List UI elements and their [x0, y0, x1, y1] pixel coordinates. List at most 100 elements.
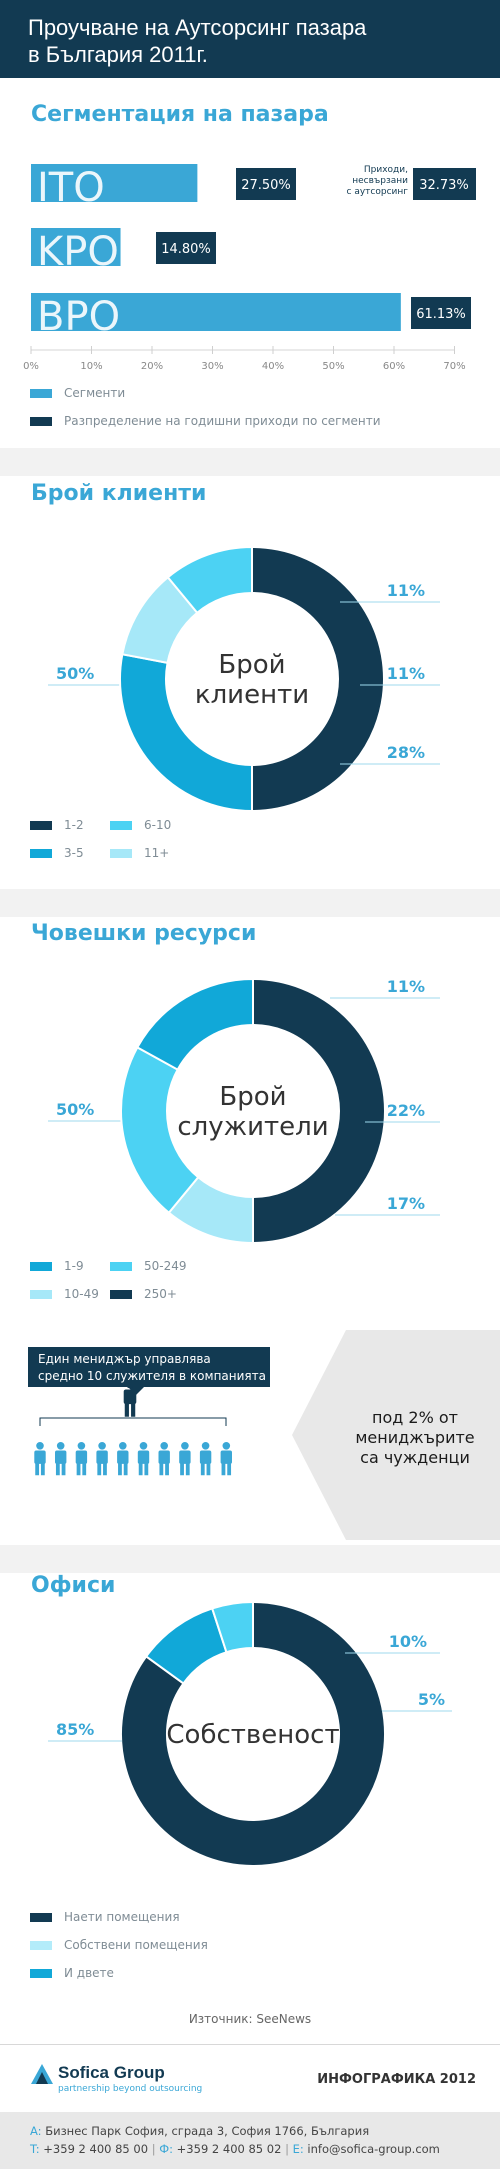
person-leg [76, 1462, 81, 1476]
person-leg [61, 1462, 66, 1476]
donut-slice [120, 1600, 386, 1867]
legend-label: 10-49 [64, 1287, 99, 1301]
legend-label: 11+ [144, 846, 170, 860]
slice-label: 11% [387, 581, 425, 600]
section-separator [0, 889, 500, 917]
donut-slice [251, 545, 385, 813]
header-banner: Проучване на Аутсорсинг пазара в Българи… [0, 0, 500, 78]
bar-kpo [31, 228, 121, 266]
manager-person-icon [123, 1380, 137, 1417]
slice-label: 17% [387, 1194, 425, 1213]
page-title: Проучване на Аутсорсинг пазара в Българи… [28, 14, 366, 68]
hr-title: Човешки ресурси [31, 921, 257, 946]
legend-swatch [30, 849, 52, 858]
person-head [36, 1442, 44, 1450]
legend-swatch [30, 1969, 52, 1978]
slice-label: 11% [387, 664, 425, 683]
offices-title: Офиси [31, 1573, 116, 1598]
foreign-managers-note: под 2% от мениджърите са чужденци [350, 1408, 480, 1468]
person-body [55, 1450, 67, 1464]
title-line-2: в България 2011г. [28, 42, 208, 67]
person-leg [200, 1462, 205, 1476]
segmentation-legend: Сегменти Разпределение на годишни приход… [30, 386, 490, 428]
person-head [119, 1442, 127, 1450]
annotation-value: 32.73% [419, 178, 469, 193]
address-label: A: [30, 2124, 42, 2138]
revenue-marker [236, 168, 296, 200]
legend-label: 3-5 [64, 846, 84, 860]
offices-donut-chart: 85% 10% 5% Собственост [48, 1600, 452, 1867]
logo-tagline: partnership beyond outsourcing [58, 2084, 203, 2094]
fax-text: +359 2 400 85 02 [176, 2142, 282, 2156]
person-head [201, 1442, 210, 1450]
employee-person-icon [117, 1442, 129, 1476]
legend-item: 250+ [110, 1287, 177, 1301]
employee-person-icon [220, 1442, 232, 1476]
donut-slice [166, 545, 253, 615]
source-note: Източник: SeeNews [188, 2012, 312, 2026]
legend-item: 3-5 [30, 846, 84, 860]
data-label: 61.13% [416, 307, 466, 322]
legend-label: Сегменти [64, 386, 126, 400]
fax-label: Ф: [159, 2142, 174, 2156]
legend-item: 11+ [110, 846, 169, 860]
donut-center-label: клиенти [195, 680, 309, 710]
slice-label: 10% [389, 1632, 427, 1651]
person-body [220, 1450, 232, 1464]
employee-person-icon [158, 1442, 170, 1476]
legend-item: Собствени помещения [30, 1938, 208, 1952]
category-label: ITO [37, 165, 105, 211]
slice-label: 11% [387, 977, 425, 996]
email-link[interactable]: info@sofica-group.com [307, 2142, 440, 2156]
person-body [158, 1450, 170, 1464]
person-body [117, 1450, 129, 1464]
legend-item: 1-2 [30, 818, 84, 832]
legend-item: 50-249 [110, 1259, 187, 1273]
employee-person-icon [75, 1442, 88, 1476]
section-separator [0, 1545, 500, 1573]
person-leg [131, 1403, 136, 1417]
person-leg [227, 1462, 232, 1476]
person-leg [144, 1462, 149, 1476]
legend-label: 1-2 [64, 818, 84, 832]
person-leg [97, 1462, 102, 1476]
donut-center-label: служители [177, 1112, 328, 1142]
person-head [222, 1442, 231, 1450]
data-label: 14.80% [161, 242, 211, 257]
annotation-text: Приходи, [364, 165, 408, 175]
person-leg [159, 1462, 164, 1476]
person-head [139, 1442, 148, 1450]
person-leg [118, 1462, 122, 1476]
phone-label: T: [30, 2142, 40, 2156]
legend-swatch [30, 821, 52, 830]
contacts-line: T: +359 2 400 85 00 | Ф: +359 2 400 85 0… [30, 2142, 440, 2156]
legend-item: 1-9 [30, 1259, 84, 1273]
legend-item: 6-10 [110, 818, 171, 832]
person-body [123, 1389, 137, 1405]
legend-swatch [110, 849, 132, 858]
slice-label: 85% [56, 1720, 94, 1739]
employee-person-icon [179, 1442, 191, 1476]
callout-line: средно 10 служителя в компанията [38, 1369, 266, 1383]
person-head [181, 1442, 189, 1450]
person-leg [103, 1462, 107, 1476]
person-body [199, 1450, 212, 1464]
clients-legend: 1-2 6-10 3-5 11+ [30, 818, 330, 868]
legend-swatch [30, 389, 52, 398]
x-tick-label: 70% [443, 361, 465, 372]
segmentation-bar-chart: ITO 27.50% KPO 14.80% BPO 61.13% Приходи,несвъ… [23, 164, 476, 372]
employee-person-icon [137, 1442, 150, 1476]
person-body [75, 1450, 88, 1464]
clients-title: Брой клиенти [31, 481, 207, 506]
email-label: E: [292, 2142, 304, 2156]
person-leg [82, 1462, 87, 1476]
infographic-year: ИНФОГРАФИКА 2012 [317, 2072, 476, 2087]
slice-label: 50% [56, 1100, 94, 1119]
donut-slice [119, 653, 253, 813]
revenue-marker [411, 297, 471, 329]
employee-person-icon [199, 1442, 212, 1476]
annotation-marker [413, 168, 476, 200]
legend-swatch [30, 1941, 52, 1950]
